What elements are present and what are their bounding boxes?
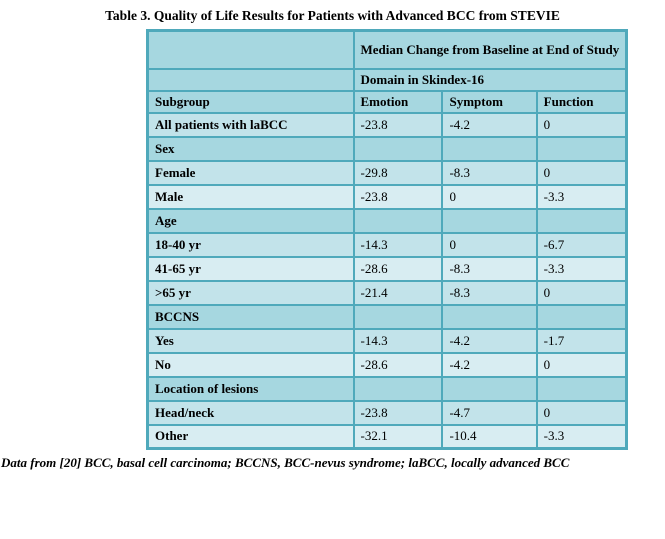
section-label-cell: Age: [146, 207, 355, 234]
table-row: Male -23.8 0 -3.3: [146, 183, 628, 210]
section-label-cell: Sex: [146, 135, 355, 162]
value-cell: -4.2: [441, 351, 538, 378]
empty-cell: [352, 207, 444, 234]
value-cell: 0: [535, 159, 628, 186]
section-label-cell: Location of lesions: [146, 375, 355, 402]
corner-cell-bottom: [146, 67, 355, 92]
empty-cell: [441, 207, 538, 234]
column-header-row: Subgroup Emotion Symptom Function: [146, 89, 628, 114]
value-cell: -8.3: [441, 159, 538, 186]
value-cell: -23.8: [352, 183, 444, 210]
section-row: Age: [146, 207, 628, 234]
value-cell: -4.7: [441, 399, 538, 426]
span-title-cell: Median Change from Baseline at End of St…: [352, 29, 628, 70]
empty-cell: [441, 375, 538, 402]
value-cell: -23.8: [352, 399, 444, 426]
value-cell: -1.7: [535, 327, 628, 354]
value-cell: -28.6: [352, 255, 444, 282]
row-label-cell: Yes: [146, 327, 355, 354]
table-row: Yes -14.3 -4.2 -1.7: [146, 327, 628, 354]
table-row: 18-40 yr -14.3 0 -6.7: [146, 231, 628, 258]
table-row: 41-65 yr -28.6 -8.3 -3.3: [146, 255, 628, 282]
row-label-cell: 41-65 yr: [146, 255, 355, 282]
table-row: No -28.6 -4.2 0: [146, 351, 628, 378]
section-row: Location of lesions: [146, 375, 628, 402]
row-label-cell: >65 yr: [146, 279, 355, 306]
empty-cell: [535, 135, 628, 162]
value-cell: -3.3: [535, 423, 628, 450]
value-cell: -23.8: [352, 111, 444, 138]
value-cell: -8.3: [441, 279, 538, 306]
value-cell: -28.6: [352, 351, 444, 378]
value-cell: -29.8: [352, 159, 444, 186]
value-cell: -14.3: [352, 231, 444, 258]
table-row: Female -29.8 -8.3 0: [146, 159, 628, 186]
value-cell: -10.4: [441, 423, 538, 450]
value-cell: 0: [535, 351, 628, 378]
empty-cell: [535, 207, 628, 234]
header-domain-row: Domain in Skindex-16: [146, 67, 628, 92]
value-cell: -6.7: [535, 231, 628, 258]
value-cell: -4.2: [441, 327, 538, 354]
value-cell: 0: [441, 231, 538, 258]
corner-cell-top: [146, 29, 355, 70]
value-cell: -21.4: [352, 279, 444, 306]
empty-cell: [535, 303, 628, 330]
row-label-cell: Other: [146, 423, 355, 450]
header-span-row: Median Change from Baseline at End of St…: [146, 29, 628, 70]
row-label-cell: Male: [146, 183, 355, 210]
value-cell: 0: [535, 111, 628, 138]
empty-cell: [535, 375, 628, 402]
section-label-cell: BCCNS: [146, 303, 355, 330]
empty-cell: [352, 303, 444, 330]
row-label-cell: Head/neck: [146, 399, 355, 426]
row-label-cell: Female: [146, 159, 355, 186]
value-cell: -4.2: [441, 111, 538, 138]
row-label-cell: No: [146, 351, 355, 378]
value-cell: -32.1: [352, 423, 444, 450]
value-cell: -3.3: [535, 255, 628, 282]
footnote: Data from [20] BCC, basal cell carcinoma…: [1, 455, 570, 470]
section-row: BCCNS: [146, 303, 628, 330]
row-label-cell: 18-40 yr: [146, 231, 355, 258]
empty-cell: [441, 303, 538, 330]
table-row: Head/neck -23.8 -4.7 0: [146, 399, 628, 426]
value-cell: 0: [535, 279, 628, 306]
table-row: All patients with laBCC -23.8 -4.2 0: [146, 111, 628, 138]
table-row: >65 yr -21.4 -8.3 0: [146, 279, 628, 306]
section-row: Sex: [146, 135, 628, 162]
column-header-symptom: Symptom: [441, 89, 538, 114]
value-cell: -8.3: [441, 255, 538, 282]
table-row: Other -32.1 -10.4 -3.3: [146, 423, 628, 450]
value-cell: 0: [535, 399, 628, 426]
value-cell: -3.3: [535, 183, 628, 210]
table-title: Table 3. Quality of Life Results for Pat…: [105, 8, 560, 23]
column-header-function: Function: [535, 89, 628, 114]
empty-cell: [441, 135, 538, 162]
column-header-emotion: Emotion: [352, 89, 444, 114]
empty-cell: [352, 135, 444, 162]
qol-table: Median Change from Baseline at End of St…: [146, 29, 629, 450]
row-label-cell: All patients with laBCC: [146, 111, 355, 138]
domain-label-cell: Domain in Skindex-16: [352, 67, 628, 92]
empty-cell: [352, 375, 444, 402]
value-cell: -14.3: [352, 327, 444, 354]
column-header-subgroup: Subgroup: [146, 89, 355, 114]
value-cell: 0: [441, 183, 538, 210]
